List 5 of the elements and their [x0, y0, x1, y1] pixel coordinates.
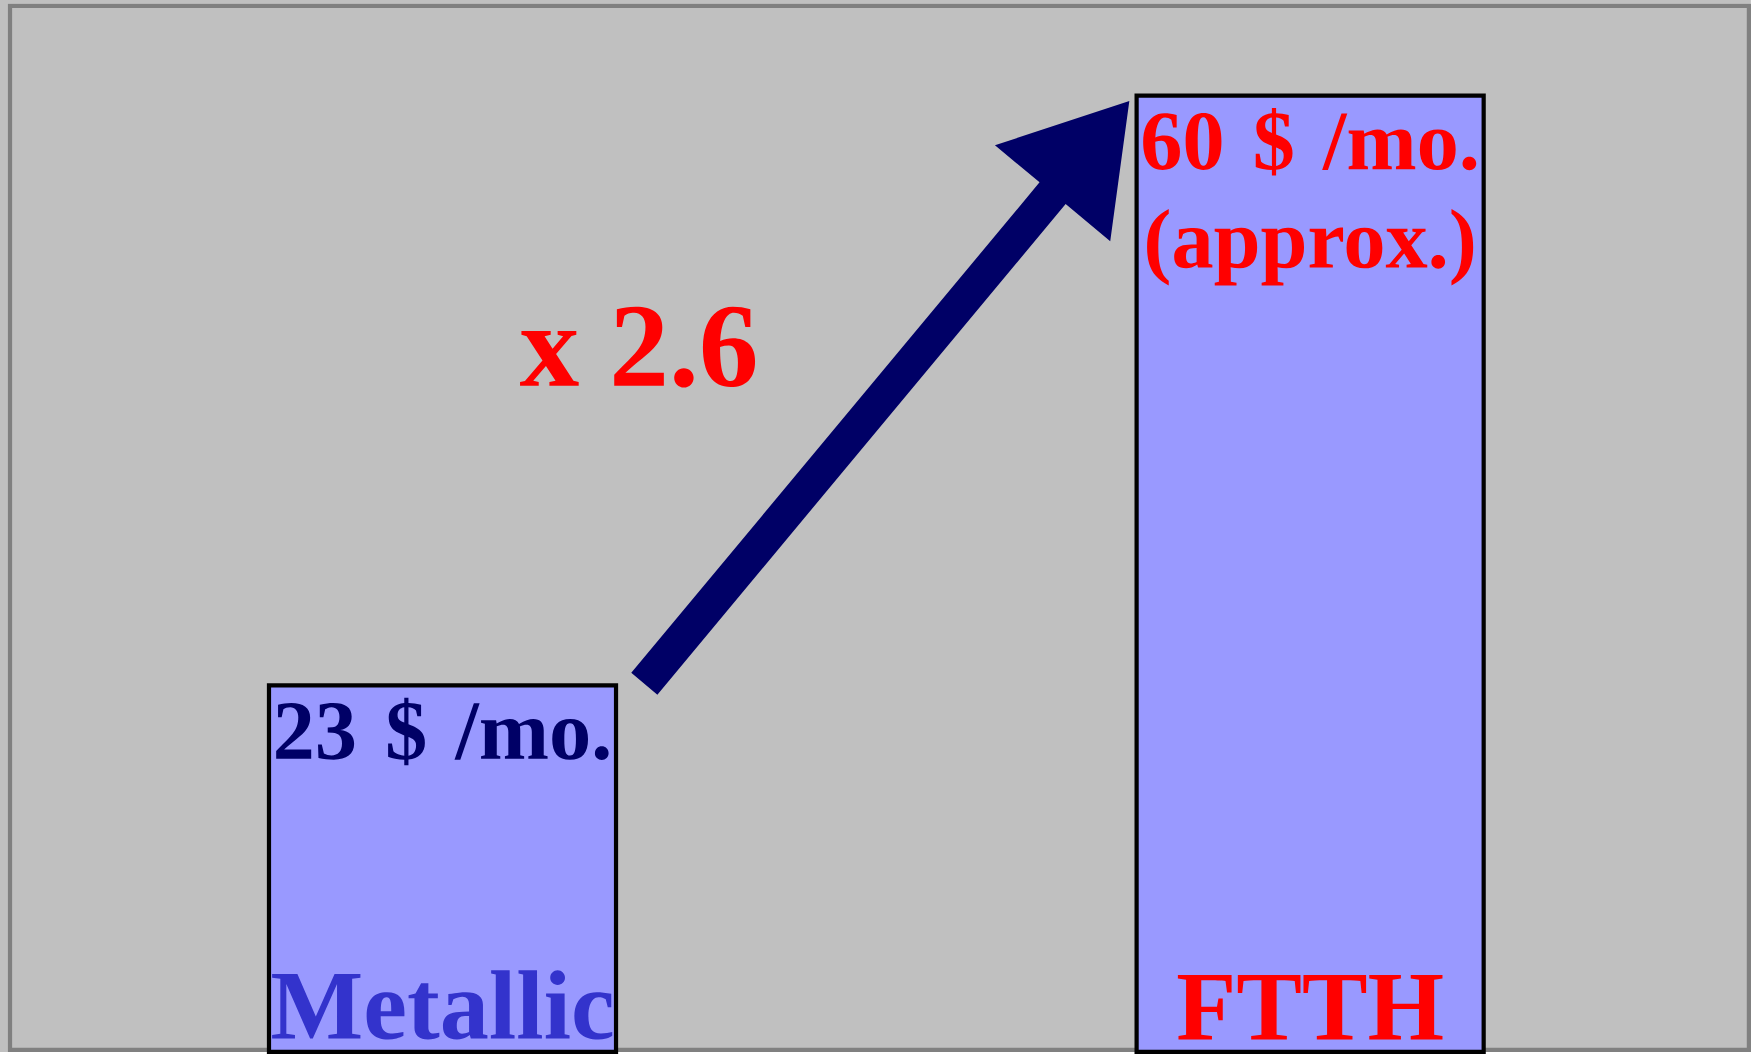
x-tick-label: FTTH — [1177, 975, 1443, 1040]
x-tick-label: Metallic — [272, 970, 613, 1040]
data-label: 60 $ /mo. (approx.) — [1143, 108, 1477, 286]
data-label: 23 $ /mo. — [276, 697, 609, 766]
annotation: x 2.6 — [520, 306, 756, 388]
